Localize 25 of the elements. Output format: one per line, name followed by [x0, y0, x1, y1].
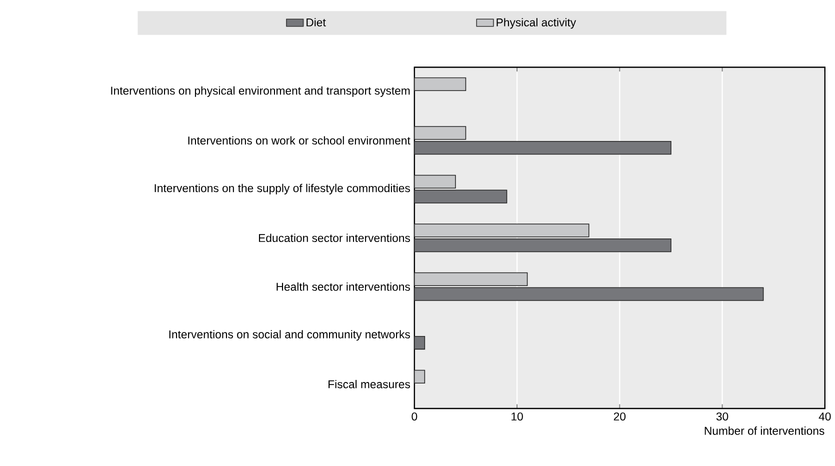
- y-tick-label: Interventions on social and community networks: [169, 330, 410, 341]
- bar: [414, 174, 456, 189]
- bar: [414, 272, 528, 286]
- bar: [414, 224, 590, 238]
- bar: [414, 238, 672, 252]
- x-tick-label: 10: [512, 412, 523, 421]
- y-tick-label: Interventions on the supply of lifestyle commodities: [154, 184, 410, 195]
- bar: [414, 141, 672, 155]
- y-tick-label: Health sector interventions: [276, 282, 410, 291]
- legend-label: Physical activity: [496, 18, 576, 29]
- y-tick-label: Interventions on physical environment and transport system: [111, 86, 410, 98]
- bar: [414, 77, 466, 92]
- x-axis-title: Number of interventions: [704, 426, 824, 435]
- bar: [414, 190, 508, 204]
- x-tick-label: 0: [412, 412, 418, 421]
- bar: [414, 287, 764, 301]
- x-tick-label: 40: [818, 412, 831, 421]
- x-tick-label: 30: [716, 412, 728, 421]
- bar: [414, 336, 426, 350]
- legend-label: Diet: [306, 18, 326, 26]
- y-tick-label: Interventions on work or school environment: [188, 136, 410, 145]
- y-tick-label: Education sector interventions: [258, 234, 410, 242]
- y-tick-label: Fiscal measures: [328, 380, 410, 388]
- x-tick-label: 20: [614, 412, 626, 421]
- bar: [414, 126, 466, 140]
